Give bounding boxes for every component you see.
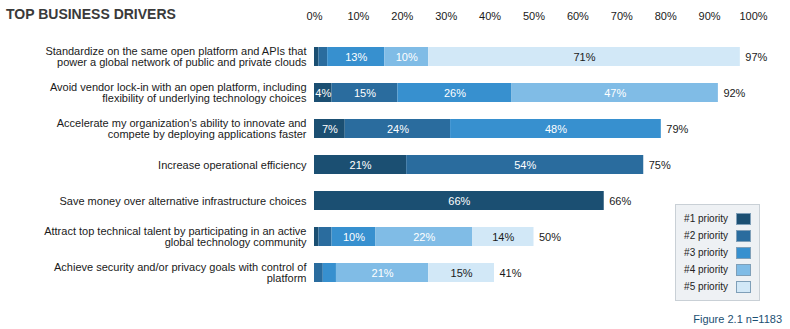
- html-text:Figure 2.1 n=1183: Figure 2.1 n=1183: [693, 313, 782, 325]
- svg-text:10%: 10%: [347, 10, 369, 22]
- svg-text:22%: 22%: [413, 231, 435, 243]
- svg-text:90%: 90%: [699, 10, 721, 22]
- svg-text:10%: 10%: [396, 51, 418, 63]
- svg-text:54%: 54%: [514, 159, 536, 171]
- svg-text:71%: 71%: [573, 51, 595, 63]
- svg-text:13%: 13%: [345, 51, 367, 63]
- svg-text:Standardize on the same open p: Standardize on the same open platform an…: [45, 45, 307, 68]
- svg-text:47%: 47%: [604, 87, 626, 99]
- svg-text:40%: 40%: [479, 10, 501, 22]
- svg-text:Increase operational efficienc: Increase operational efficiency: [158, 159, 307, 171]
- svg-text:92%: 92%: [723, 87, 745, 99]
- svg-text:14%: 14%: [492, 231, 514, 243]
- svg-text:7%: 7%: [322, 123, 338, 135]
- html-text:#2 priority: #2 priority: [684, 230, 728, 241]
- svg-text:15%: 15%: [354, 87, 376, 99]
- svg-text:21%: 21%: [350, 159, 372, 171]
- svg-text:79%: 79%: [666, 123, 688, 135]
- html-text:#3 priority: #3 priority: [684, 247, 728, 258]
- svg-text:Avoid vendor lock-in with an o: Avoid vendor lock-in with an open platfo…: [50, 81, 307, 104]
- svg-text:66%: 66%: [448, 195, 470, 207]
- svg-text:4%: 4%: [315, 87, 331, 99]
- svg-text:Attract top technical talent b: Attract top technical talent by particip…: [44, 225, 307, 248]
- html-text:#1 priority: #1 priority: [684, 213, 728, 224]
- svg-text:66%: 66%: [609, 195, 631, 207]
- svg-text:60%: 60%: [567, 10, 589, 22]
- svg-text:75%: 75%: [649, 159, 671, 171]
- html-text:#5 priority: #5 priority: [684, 281, 728, 292]
- svg-text:Accelerate my organization's a: Accelerate my organization's ability to …: [57, 117, 307, 140]
- svg-text:Save money over alternative in: Save money over alternative infrastructu…: [59, 195, 307, 207]
- svg-text:41%: 41%: [499, 267, 521, 279]
- svg-text:50%: 50%: [539, 231, 561, 243]
- svg-text:21%: 21%: [372, 267, 394, 279]
- svg-text:70%: 70%: [611, 10, 633, 22]
- svg-text:80%: 80%: [655, 10, 677, 22]
- svg-text:26%: 26%: [444, 87, 466, 99]
- svg-text:24%: 24%: [387, 123, 409, 135]
- svg-text:20%: 20%: [391, 10, 413, 22]
- html-text:#4 priority: #4 priority: [684, 264, 728, 275]
- svg-text:48%: 48%: [545, 123, 567, 135]
- svg-text:0%: 0%: [307, 10, 323, 22]
- svg-text:97%: 97%: [745, 51, 767, 63]
- svg-text:30%: 30%: [435, 10, 457, 22]
- svg-text:Achieve security and/or privac: Achieve security and/or privacy goals wi…: [54, 261, 307, 284]
- svg-text:50%: 50%: [523, 10, 545, 22]
- svg-text:15%: 15%: [451, 267, 473, 279]
- svg-text:100%: 100%: [739, 10, 767, 22]
- svg-text:10%: 10%: [343, 231, 365, 243]
- html-text:TOP BUSINESS DRIVERS: TOP BUSINESS DRIVERS: [6, 6, 176, 22]
